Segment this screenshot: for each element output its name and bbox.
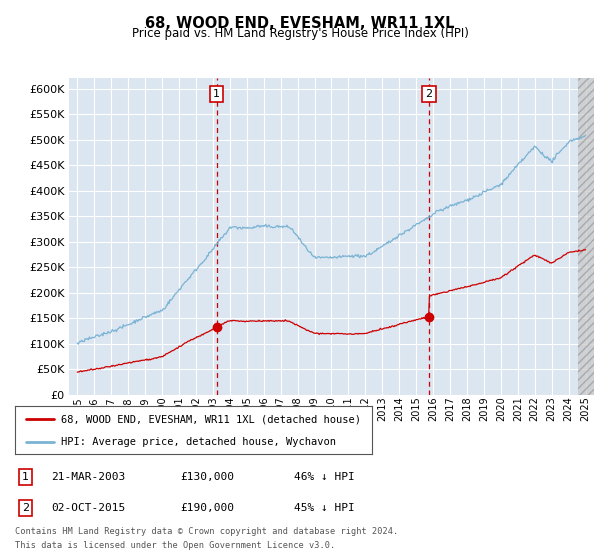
Bar <box>578 78 594 395</box>
Text: 2: 2 <box>425 88 433 99</box>
Text: 1: 1 <box>22 472 29 482</box>
Text: 1: 1 <box>213 88 220 99</box>
Text: 68, WOOD END, EVESHAM, WR11 1XL (detached house): 68, WOOD END, EVESHAM, WR11 1XL (detache… <box>61 414 361 424</box>
Text: £190,000: £190,000 <box>180 503 234 513</box>
Text: 02-OCT-2015: 02-OCT-2015 <box>51 503 125 513</box>
Text: 46% ↓ HPI: 46% ↓ HPI <box>294 472 355 482</box>
Text: 2: 2 <box>22 503 29 513</box>
Text: HPI: Average price, detached house, Wychavon: HPI: Average price, detached house, Wych… <box>61 437 337 447</box>
Text: This data is licensed under the Open Government Licence v3.0.: This data is licensed under the Open Gov… <box>15 541 335 550</box>
Text: Price paid vs. HM Land Registry's House Price Index (HPI): Price paid vs. HM Land Registry's House … <box>131 27 469 40</box>
Text: 45% ↓ HPI: 45% ↓ HPI <box>294 503 355 513</box>
Text: Contains HM Land Registry data © Crown copyright and database right 2024.: Contains HM Land Registry data © Crown c… <box>15 528 398 536</box>
Text: 21-MAR-2003: 21-MAR-2003 <box>51 472 125 482</box>
Text: £130,000: £130,000 <box>180 472 234 482</box>
Text: 68, WOOD END, EVESHAM, WR11 1XL: 68, WOOD END, EVESHAM, WR11 1XL <box>145 16 455 31</box>
